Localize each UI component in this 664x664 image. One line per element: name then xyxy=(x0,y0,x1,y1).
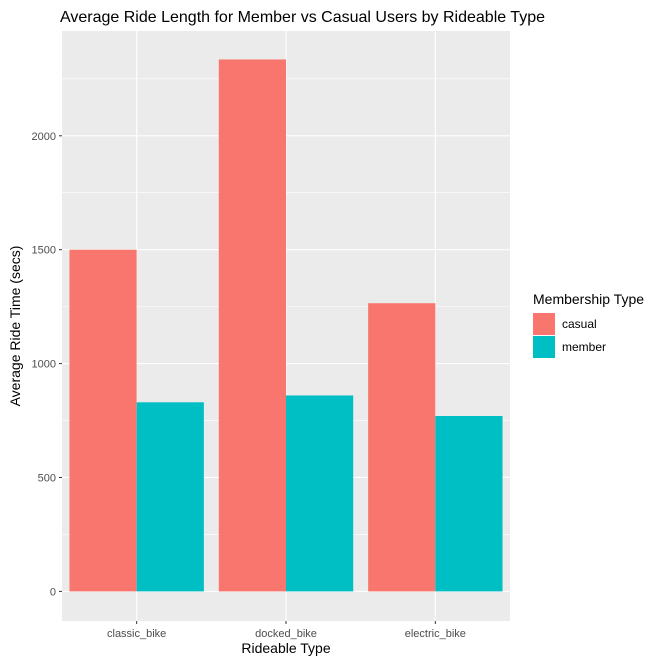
bar-casual-classic_bike xyxy=(69,249,137,592)
bar-casual-docked_bike xyxy=(218,59,286,592)
y-axis-title: Average Ride Time (secs) xyxy=(7,246,23,407)
chart-title: Average Ride Length for Member vs Casual… xyxy=(60,9,545,26)
y-axis: 0 500 1000 1500 2000 xyxy=(32,131,62,598)
y-tick-label: 2000 xyxy=(32,131,56,143)
bar-member-classic_bike xyxy=(136,402,204,592)
legend-key-member xyxy=(533,336,555,358)
bar-member-electric_bike xyxy=(435,415,503,592)
x-tick-label: electric_bike xyxy=(405,628,466,640)
legend-label-member: member xyxy=(562,340,606,354)
legend-items: casual member xyxy=(533,313,606,358)
legend-title: Membership Type xyxy=(533,291,644,307)
legend-label-casual: casual xyxy=(562,317,597,331)
bar-casual-electric_bike xyxy=(368,303,436,592)
x-axis: classic_bike docked_bike electric_bike xyxy=(107,621,466,640)
x-tick-label: classic_bike xyxy=(107,628,166,640)
y-tick-label: 1500 xyxy=(32,245,56,257)
bars xyxy=(69,59,503,592)
legend-key-casual xyxy=(533,313,555,335)
y-tick-label: 0 xyxy=(50,586,56,598)
y-tick-label: 1000 xyxy=(32,359,56,371)
bar-member-docked_bike xyxy=(286,395,354,592)
x-axis-title: Rideable Type xyxy=(241,640,330,656)
x-tick-label: docked_bike xyxy=(255,628,317,640)
y-tick-label: 500 xyxy=(38,472,56,484)
legend: Membership Type casual member xyxy=(533,291,644,358)
